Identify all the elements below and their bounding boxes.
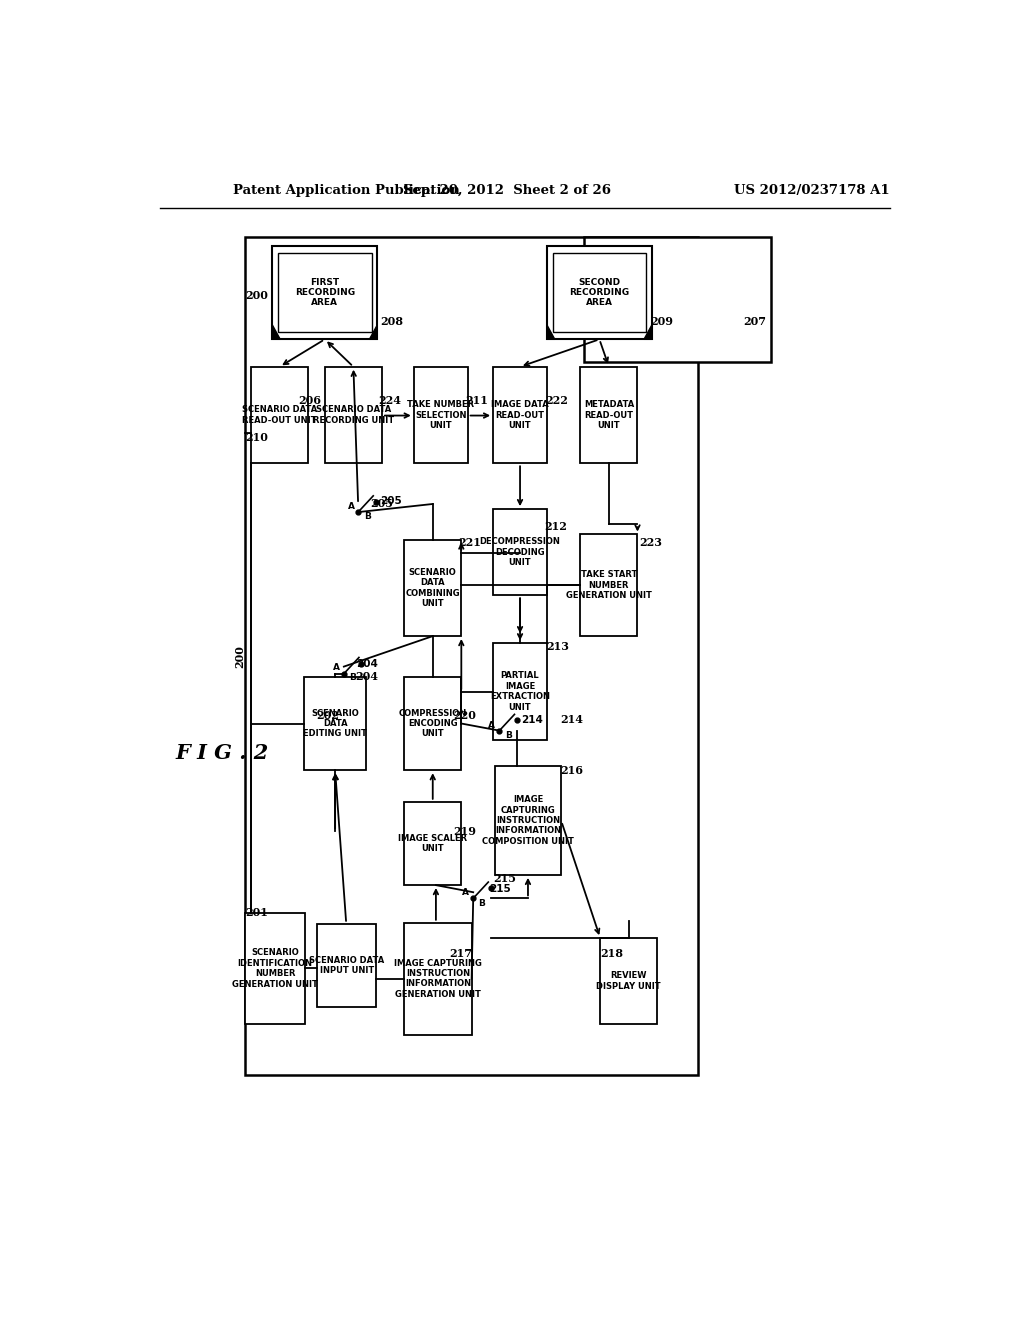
Text: A: A bbox=[348, 502, 355, 511]
Text: B: B bbox=[478, 899, 485, 908]
Text: SCENARIO
DATA
EDITING UNIT: SCENARIO DATA EDITING UNIT bbox=[303, 709, 367, 738]
Text: 220: 220 bbox=[454, 710, 476, 721]
Polygon shape bbox=[644, 325, 652, 339]
Text: DECOMPRESSION
DECODING
UNIT: DECOMPRESSION DECODING UNIT bbox=[479, 537, 560, 568]
Bar bbox=[581, 535, 638, 636]
Text: IMAGE CAPTURING
INSTRUCTION
INFORMATION
GENERATION UNIT: IMAGE CAPTURING INSTRUCTION INFORMATION … bbox=[394, 958, 482, 999]
Text: 214: 214 bbox=[560, 714, 584, 725]
Text: 200: 200 bbox=[234, 645, 246, 668]
Text: SCENARIO DATA
READ-OUT UNIT: SCENARIO DATA READ-OUT UNIT bbox=[242, 405, 317, 425]
Text: 205: 205 bbox=[380, 496, 402, 506]
Text: 206: 206 bbox=[299, 395, 322, 405]
Text: Patent Application Publication: Patent Application Publication bbox=[232, 185, 460, 198]
Bar bbox=[600, 939, 657, 1024]
Text: METADATA
READ-OUT
UNIT: METADATA READ-OUT UNIT bbox=[584, 400, 634, 430]
Text: 201: 201 bbox=[246, 907, 268, 919]
Bar bbox=[581, 367, 638, 463]
Bar bbox=[585, 236, 771, 362]
Text: 204: 204 bbox=[356, 659, 379, 669]
Bar bbox=[316, 924, 377, 1007]
Bar bbox=[272, 246, 377, 339]
Text: Sep. 20, 2012  Sheet 2 of 26: Sep. 20, 2012 Sheet 2 of 26 bbox=[403, 185, 611, 198]
Text: PARTIAL
IMAGE
EXTRACTION
UNIT: PARTIAL IMAGE EXTRACTION UNIT bbox=[490, 672, 550, 711]
Text: A: A bbox=[333, 663, 340, 672]
Bar bbox=[553, 253, 646, 333]
Polygon shape bbox=[272, 325, 281, 339]
Text: TAKE START
NUMBER
GENERATION UNIT: TAKE START NUMBER GENERATION UNIT bbox=[566, 570, 652, 601]
Bar bbox=[414, 367, 468, 463]
Text: COMPRESSION
ENCODING
UNIT: COMPRESSION ENCODING UNIT bbox=[398, 709, 467, 738]
Text: 223: 223 bbox=[639, 537, 663, 548]
Text: 214: 214 bbox=[521, 714, 543, 725]
Text: B: B bbox=[349, 673, 356, 682]
Bar bbox=[251, 367, 308, 463]
Bar bbox=[304, 677, 367, 771]
Text: F I G . 2: F I G . 2 bbox=[175, 743, 268, 763]
Text: 224: 224 bbox=[378, 395, 401, 405]
Text: SCENARIO
DATA
COMBINING
UNIT: SCENARIO DATA COMBINING UNIT bbox=[406, 568, 460, 609]
Text: FIRST
RECORDING
AREA: FIRST RECORDING AREA bbox=[295, 277, 355, 308]
Text: B: B bbox=[365, 512, 371, 520]
Bar bbox=[325, 367, 382, 463]
Bar bbox=[494, 643, 547, 739]
Text: 212: 212 bbox=[545, 521, 567, 532]
Text: 213: 213 bbox=[546, 640, 569, 652]
Text: 200: 200 bbox=[246, 290, 268, 301]
Text: IMAGE SCALER
UNIT: IMAGE SCALER UNIT bbox=[398, 834, 467, 853]
Text: 221: 221 bbox=[458, 537, 481, 548]
Text: IMAGE
CAPTURING
INSTRUCTION
INFORMATION
COMPOSITION UNIT: IMAGE CAPTURING INSTRUCTION INFORMATION … bbox=[482, 795, 574, 846]
Text: A: A bbox=[462, 888, 469, 896]
Polygon shape bbox=[370, 325, 377, 339]
Text: 208: 208 bbox=[380, 315, 403, 326]
Text: B: B bbox=[505, 731, 512, 741]
Text: SECOND
RECORDING
AREA: SECOND RECORDING AREA bbox=[569, 277, 630, 308]
Text: 205: 205 bbox=[370, 499, 393, 510]
Text: 210: 210 bbox=[246, 433, 268, 444]
Text: 217: 217 bbox=[450, 948, 472, 958]
Text: 218: 218 bbox=[600, 948, 624, 958]
Bar bbox=[547, 246, 652, 339]
Bar bbox=[404, 801, 461, 886]
Text: US 2012/0237178 A1: US 2012/0237178 A1 bbox=[734, 185, 890, 198]
Bar bbox=[404, 923, 472, 1035]
Bar bbox=[404, 540, 461, 636]
Text: SCENARIO DATA
INPUT UNIT: SCENARIO DATA INPUT UNIT bbox=[309, 956, 384, 975]
Text: 211: 211 bbox=[465, 395, 488, 405]
Text: TAKE NUMBER
SELECTION
UNIT: TAKE NUMBER SELECTION UNIT bbox=[408, 400, 474, 430]
Bar bbox=[494, 510, 547, 595]
Text: 222: 222 bbox=[546, 395, 568, 405]
Text: 202: 202 bbox=[316, 710, 339, 721]
Text: IMAGE DATA
READ-OUT
UNIT: IMAGE DATA READ-OUT UNIT bbox=[492, 400, 549, 430]
Bar bbox=[278, 253, 372, 333]
Polygon shape bbox=[547, 325, 555, 339]
Text: 219: 219 bbox=[454, 826, 476, 837]
Bar bbox=[246, 236, 697, 1076]
Text: 204: 204 bbox=[355, 672, 378, 682]
Bar bbox=[494, 367, 547, 463]
Bar bbox=[246, 912, 305, 1024]
Text: REVIEW
DISPLAY UNIT: REVIEW DISPLAY UNIT bbox=[596, 972, 662, 991]
Text: A: A bbox=[488, 721, 495, 730]
Text: 216: 216 bbox=[560, 764, 584, 776]
Text: SCENARIO DATA
RECORDING UNIT: SCENARIO DATA RECORDING UNIT bbox=[312, 405, 394, 425]
Text: 215: 215 bbox=[494, 873, 516, 883]
Text: 207: 207 bbox=[743, 315, 766, 326]
Bar bbox=[404, 677, 461, 771]
Text: 215: 215 bbox=[489, 884, 511, 894]
Bar bbox=[496, 766, 561, 875]
Text: 209: 209 bbox=[650, 315, 673, 326]
Text: SCENARIO
IDENTIFICATION
NUMBER
GENERATION UNIT: SCENARIO IDENTIFICATION NUMBER GENERATIO… bbox=[232, 948, 318, 989]
